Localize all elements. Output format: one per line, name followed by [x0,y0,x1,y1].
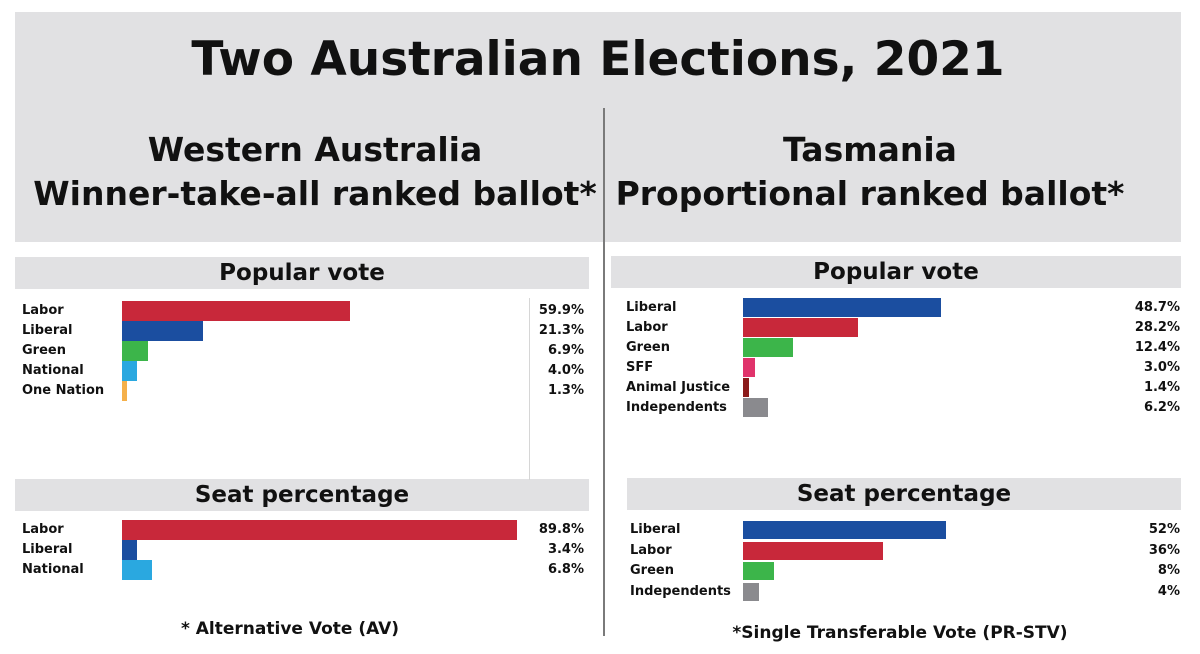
wa-popular-value-labor: 59.9% [538,303,584,318]
tas-popular-label-independents: Independents [626,399,727,415]
tas-popular-bar-sff [743,358,756,377]
wa-seat-bar-labor [122,520,518,540]
tas-seat-value-labor: 36% [1148,542,1180,558]
tas-footnote: *Single Transferable Vote (PR-STV) [732,623,1068,643]
wa-popular-bar-green [122,341,149,361]
tas-seat-label-liberal: Liberal [630,522,681,537]
wa-seat-band: Seat percentage [15,479,589,511]
tas-popular-bar-green [743,338,794,357]
tas-popular-bar-independents [743,398,769,417]
tas-popular-bar-animal-justice [743,378,749,397]
wa-footnote: * Alternative Vote (AV) [180,619,400,639]
wa-popular-bar-one-nation [122,381,127,401]
tas-popular-bar-liberal [743,298,942,317]
tas-popular-label-labor: Labor [626,319,668,335]
tas-popular-label-animal-justice: Animal Justice [626,379,731,395]
tas-popular-value-labor: 28.2% [1134,319,1180,335]
wa-popular-value-liberal: 21.3% [538,323,584,338]
wa-popular-label-green: Green [22,343,66,358]
tas-popular-label-liberal: Liberal [626,299,677,315]
tas-seat-label-labor: Labor [630,542,672,558]
tas-seat-band: Seat percentage [627,478,1181,510]
tas-popular-value-liberal: 48.7% [1134,299,1180,315]
wa-heading-line1: Western Australia [147,130,483,169]
tas-seat-label-independents: Independents [630,583,731,599]
wa-popular-bar-labor [122,301,350,321]
tas-popular-value-sff: 3.0% [1143,359,1180,375]
tas-popular-value-green: 12.4% [1134,339,1180,355]
tas-popular-bar-labor [743,318,858,337]
title-banner [15,12,1181,242]
tas-heading-line2: Proportional ranked ballot* [615,174,1125,213]
tas-seat-value-independents: 4% [1157,583,1180,599]
wa-seat-label-liberal: Liberal [22,542,73,557]
wa-seat-value-liberal: 3.4% [547,542,584,557]
wa-popular-band: Popular vote [15,257,589,289]
wa-seat-label-labor: Labor [22,522,64,537]
column-divider [603,108,605,636]
wa-popular-bar-liberal [122,321,203,341]
wa-popular-label-one-nation: One Nation [22,383,105,398]
wa-popular-value-green: 6.9% [547,343,584,358]
wa-popular-bar-national [122,361,138,381]
wa-heading-line2: Winner-take-all ranked ballot* [33,174,597,213]
tas-heading: Tasmania Proportional ranked ballot* [600,128,1140,216]
tas-seat-bar-liberal [743,521,946,539]
page-title: Two Australian Elections, 2021 [191,32,1005,87]
wa-seat-value-national: 6.8% [547,562,584,577]
wa-popular-value-national: 4.0% [547,363,584,378]
tas-popular-value-independents: 6.2% [1143,399,1180,415]
wa-seat-bar-national [122,560,152,580]
wa-popular-separator [529,298,530,480]
wa-popular-label-liberal: Liberal [22,323,73,338]
tas-popular-label-sff: SFF [626,359,654,375]
tas-heading-line1: Tasmania [783,130,957,169]
wa-seat-bar-liberal [122,540,137,560]
tas-seat-bar-labor [743,541,884,560]
wa-popular-label-national: National [22,363,84,378]
tas-seat-label-green: Green [630,563,674,578]
wa-heading: Western Australia Winner-take-all ranked… [15,128,615,216]
tas-popular-value-animal-justice: 1.4% [1143,379,1180,395]
tas-seat-bar-independents [743,582,759,601]
tas-popular-label-green: Green [626,339,670,355]
wa-seat-label-national: National [22,562,84,577]
tas-seat-value-green: 8% [1157,563,1180,578]
tas-popular-band: Popular vote [611,256,1181,288]
wa-popular-value-one-nation: 1.3% [547,383,584,398]
tas-seat-value-liberal: 52% [1148,522,1180,537]
wa-seat-value-labor: 89.8% [538,522,584,537]
wa-popular-label-labor: Labor [22,303,64,318]
tas-seat-bar-green [743,562,775,580]
